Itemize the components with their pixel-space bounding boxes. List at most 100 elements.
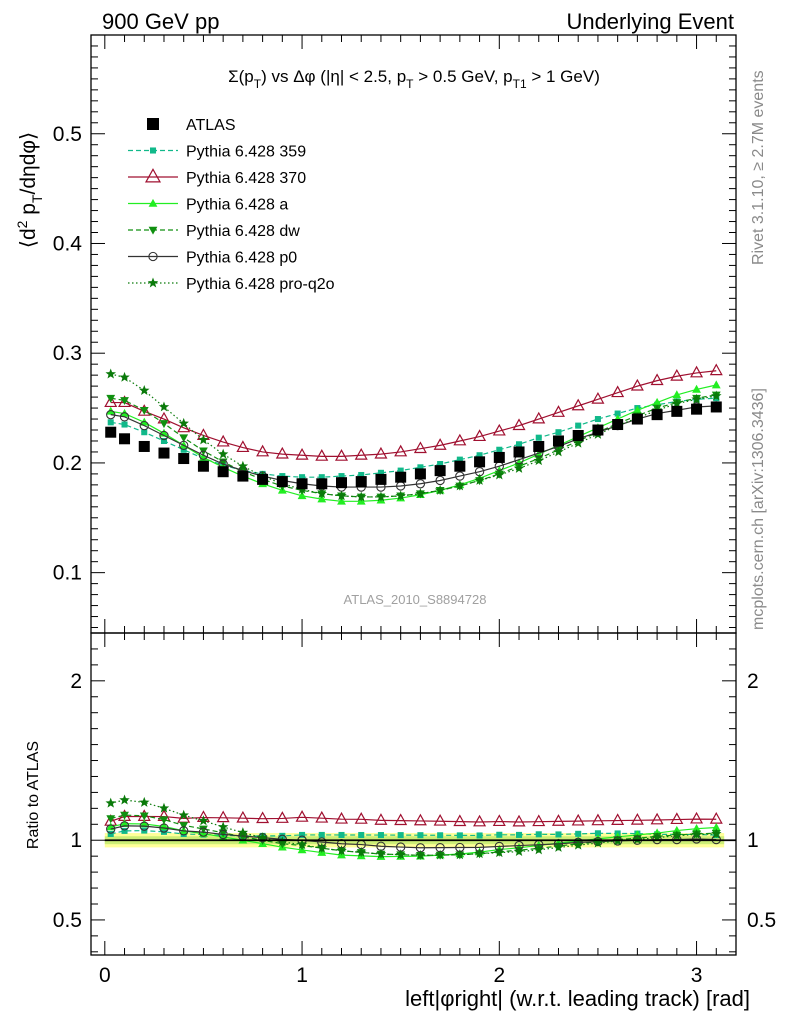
ratio-point (630, 813, 644, 825)
ratio-point (358, 831, 365, 839)
data-point (414, 468, 426, 480)
data-point (397, 467, 404, 474)
data-point (614, 410, 621, 417)
ratio-point (334, 811, 349, 824)
data-point (535, 434, 542, 441)
ratio-point (553, 841, 564, 852)
x-tick-label: 1 (296, 964, 308, 987)
data-point (691, 393, 702, 404)
data-point (105, 426, 117, 438)
legend-label: Pythia 6.428 dw (186, 223, 300, 240)
ratio-point (611, 813, 625, 826)
data-point (119, 412, 130, 422)
data-point (533, 440, 545, 452)
data-point (139, 385, 150, 395)
ratio-point (433, 813, 447, 826)
data-point (139, 406, 149, 415)
data-point (454, 480, 466, 491)
ratio-point (513, 846, 525, 857)
y-tick-label: 0.5 (747, 909, 776, 932)
legend-marker (149, 147, 157, 154)
data-point (158, 401, 170, 412)
ratio-point (594, 830, 601, 837)
data-point (104, 395, 118, 408)
data-point (433, 438, 447, 450)
data-point (434, 484, 446, 495)
ratio-point (496, 831, 503, 838)
ratio-point (257, 832, 268, 843)
ratio-point (120, 811, 129, 820)
ratio-point (107, 830, 114, 837)
legend: ATLAS Pythia 6.428 359 Pythia 6.428 370 Pyt… (128, 117, 335, 293)
data-point (516, 441, 523, 448)
data-point (710, 401, 722, 413)
main-series-layer (104, 363, 723, 505)
data-point (374, 446, 388, 459)
ratio-point (121, 827, 128, 834)
data-point (337, 496, 346, 505)
ratio-point (139, 812, 149, 821)
data-point (297, 491, 307, 500)
x-tick-label: 0 (99, 964, 111, 987)
ratio-point (711, 822, 721, 831)
data-point (575, 422, 582, 429)
ratio-point (119, 794, 130, 805)
data-point (237, 460, 249, 471)
data-point (256, 444, 270, 457)
ratio-panel: 0 1 2 3 0.5 0.5 1 1 2 2 (53, 632, 776, 987)
ratio-point (338, 831, 345, 838)
ratio-point (474, 848, 485, 859)
ratio-point (179, 822, 189, 831)
data-point (179, 434, 189, 443)
data-point (692, 384, 701, 393)
data-point (276, 476, 288, 488)
ratio-point (218, 829, 228, 838)
ratio-point (336, 845, 347, 856)
ratio-axis-ticks: 0 1 2 3 0.5 0.5 1 1 2 2 (53, 633, 776, 987)
data-point (336, 490, 347, 501)
data-point (395, 471, 407, 483)
ratio-point (456, 832, 463, 839)
data-point (572, 437, 584, 448)
data-point (237, 470, 249, 482)
y-tick-label: 2 (747, 670, 759, 693)
ratio-point (179, 826, 189, 835)
data-point (275, 446, 289, 459)
data-point (295, 447, 309, 460)
data-point (198, 450, 209, 460)
legend-label: Pythia 6.428 a (186, 197, 288, 214)
data-point (476, 452, 483, 459)
ratio-point (494, 847, 505, 858)
data-point (119, 433, 131, 445)
data-point (492, 423, 506, 436)
data-point (316, 488, 328, 499)
ratio-point (650, 812, 664, 825)
ratio-point (377, 832, 384, 839)
data-point (375, 491, 387, 502)
chart-title: Σ(pT) vs Δφ (|η| < 2.5, pT > 0.5 GeV, pT… (228, 67, 600, 91)
data-point (435, 475, 445, 486)
side-label-rivet: Rivet 3.1.10, ≥ 2.7M events (750, 70, 767, 265)
ratio-point (711, 828, 722, 839)
data-point (473, 429, 487, 442)
legend-marker (148, 226, 158, 235)
data-point (354, 447, 368, 460)
data-point (106, 394, 116, 403)
data-point (670, 368, 684, 381)
data-point (533, 455, 544, 466)
legend-marker (147, 118, 159, 130)
legend-marker (144, 168, 162, 183)
data-point (139, 420, 149, 431)
ratio-point (691, 828, 702, 839)
series-line (110, 397, 717, 478)
ratio-point (454, 849, 466, 860)
y-tick-label: 1 (70, 829, 82, 852)
ratio-point (671, 830, 683, 841)
ratio-point (198, 827, 209, 837)
y-tick-label: 0.1 (53, 562, 82, 585)
data-point (454, 460, 466, 472)
legend-label: Pythia 6.428 p0 (186, 250, 297, 267)
main-axis-ticks: 0.1 0.2 0.3 0.4 0.5 (53, 35, 736, 633)
data-point (356, 491, 367, 502)
